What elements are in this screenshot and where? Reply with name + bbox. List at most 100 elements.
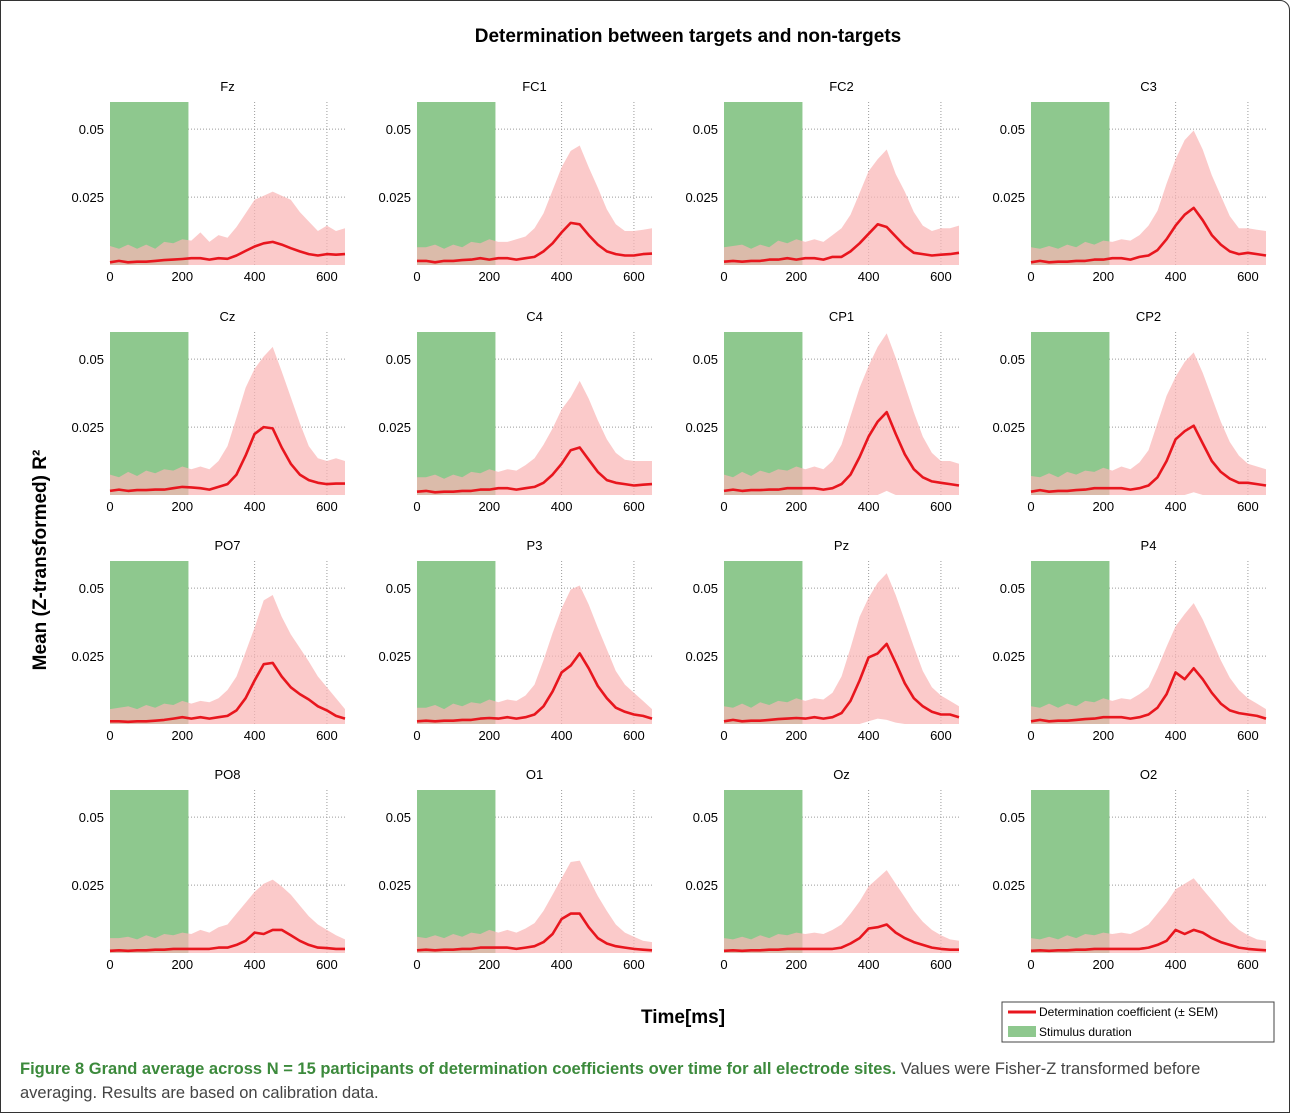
mean-line [723,223,960,263]
caption-bold: Figure 8 Grand average across N = 15 par… [20,1060,897,1078]
panel-cp1: CP1 0 200 400 600 0.025 0.05 [685,309,960,514]
x-tick-label: 200 [785,499,807,514]
x-tick-label: 0 [106,269,113,284]
panel-title: O1 [526,767,543,782]
x-tick-label: 400 [858,499,880,514]
x-tick-label: 200 [1092,728,1114,743]
stimulus-duration-patch [1031,332,1110,495]
x-tick-label: 600 [930,957,952,972]
x-tick-label: 0 [720,499,727,514]
sem-band [724,870,959,953]
x-tick-label: 0 [106,499,113,514]
panel-po7: PO7 0 200 400 600 0.025 0.05 [71,538,346,743]
x-tick-label: 0 [106,728,113,743]
x-tick-label: 400 [1165,728,1187,743]
x-tick-label: 0 [106,957,113,972]
legend: Determination coefficient (± SEM) Stimul… [1001,1001,1275,1043]
stimulus-duration-patch [417,332,496,495]
panel-title: P3 [527,538,543,553]
x-tick-label: 600 [1237,728,1259,743]
y-tick-label: 0.05 [693,810,718,825]
x-tick-label: 400 [551,728,573,743]
sem-band [724,333,959,495]
panel-oz: Oz 0 200 400 600 0.025 0.05 [685,767,959,972]
x-tick-label: 400 [1165,957,1187,972]
stimulus-duration-patch [417,102,496,265]
x-tick-label: 200 [478,269,500,284]
panel-title: CP1 [829,309,854,324]
mean-line [110,661,346,724]
x-tick-label: 600 [316,728,338,743]
y-tick-label: 0.05 [386,581,411,596]
x-tick-label: 200 [785,728,807,743]
y-tick-label: 0.025 [71,649,104,664]
x-tick-label: 600 [930,728,952,743]
x-tick-label: 600 [316,957,338,972]
sem-band [110,879,345,953]
y-tick-label: 0.025 [71,878,104,893]
x-tick-label: 200 [478,499,500,514]
x-tick-label: 400 [551,269,573,284]
y-tick-label: 0.05 [693,581,718,596]
mean-line [723,642,960,723]
mean-line [1030,928,1267,953]
x-axis-label: Time[ms] [641,1007,725,1028]
mean-line [1030,206,1267,264]
y-tick-label: 0.05 [1000,581,1025,596]
caption-rest: Values were Fisher-Z transformed before … [20,1060,1201,1102]
x-tick-label: 600 [1237,957,1259,972]
y-tick-label: 0.05 [79,352,104,367]
y-tick-label: 0.025 [685,878,718,893]
stimulus-duration-patch [110,332,189,495]
x-tick-label: 200 [171,728,193,743]
panel-grid: Fz 0 200 400 600 0.025 0.05 FC1 0 200 400 600 0.025 0… [71,79,1267,972]
x-tick-label: 600 [930,269,952,284]
panel-title: CP2 [1136,309,1161,324]
y-tick-label: 0.05 [1000,810,1025,825]
panel-o1: O1 0 200 400 600 0.025 0.05 [378,767,653,972]
stimulus-duration-patch [110,102,189,265]
panel-title: Pz [834,538,849,553]
panel-title: Oz [833,767,850,782]
sem-band [417,145,652,265]
panel-c4: C4 0 200 400 600 0.025 0.05 [378,309,653,514]
stimulus-duration-patch [724,102,803,265]
panel-title: PO8 [214,767,240,782]
stimulus-duration-patch [417,790,496,953]
panel-p3: P3 0 200 400 600 0.025 0.05 [378,538,653,743]
main-title: Determination between targets and non-ta… [475,26,902,47]
x-tick-label: 600 [316,269,338,284]
stimulus-duration-patch [724,790,803,953]
x-tick-label: 0 [413,499,420,514]
x-tick-label: 0 [1027,269,1034,284]
x-tick-label: 0 [413,269,420,284]
x-tick-label: 400 [1165,499,1187,514]
y-tick-label: 0.025 [378,190,411,205]
panel-title: FC2 [829,79,854,94]
sem-band [417,585,652,724]
x-tick-label: 200 [478,728,500,743]
x-tick-label: 600 [316,499,338,514]
stimulus-duration-patch [110,790,189,953]
x-tick-label: 0 [1027,957,1034,972]
legend-stimulus-label: Stimulus duration [1039,1025,1132,1039]
x-tick-label: 200 [1092,269,1114,284]
y-tick-label: 0.025 [992,649,1025,664]
x-tick-label: 400 [858,728,880,743]
y-tick-label: 0.025 [378,420,411,435]
x-tick-label: 400 [858,269,880,284]
panel-title: P4 [1141,538,1157,553]
mean-line [109,928,345,953]
x-tick-label: 200 [478,957,500,972]
x-tick-label: 0 [413,957,420,972]
x-tick-label: 600 [623,957,645,972]
mean-line [723,923,959,953]
mean-line [416,446,653,494]
y-tick-label: 0.025 [685,420,718,435]
sem-band [417,860,652,953]
stimulus-duration-patch [1031,790,1110,953]
stimulus-duration-patch [724,561,803,724]
stimulus-duration-patch [110,561,189,724]
panel-title: C3 [1140,79,1157,94]
y-axis-label: Mean (Z-transformed) R² [30,450,51,671]
